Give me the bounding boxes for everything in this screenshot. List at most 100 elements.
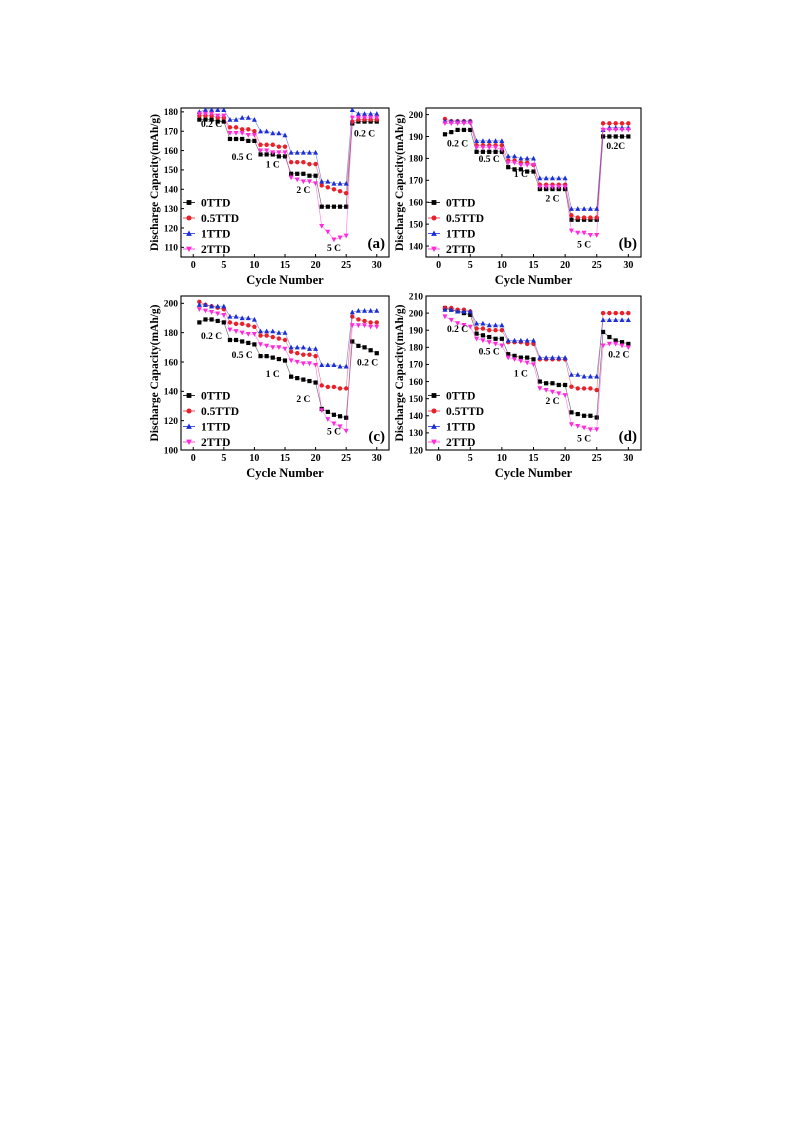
data-point <box>288 159 294 165</box>
data-point <box>349 115 355 121</box>
x-tick-label: 10 <box>249 453 259 464</box>
data-point <box>613 317 619 323</box>
data-point <box>343 233 349 239</box>
data-point <box>368 324 374 330</box>
data-point <box>568 228 574 234</box>
data-point <box>499 336 504 341</box>
data-point <box>474 320 480 326</box>
data-point <box>258 128 264 134</box>
data-point <box>587 427 593 433</box>
y-tick-label: 130 <box>409 429 424 439</box>
data-point <box>356 317 361 322</box>
data-point <box>355 111 361 116</box>
y-tick-label: 200 <box>164 300 179 310</box>
data-point <box>474 331 479 336</box>
y-tick-label: 140 <box>409 242 424 252</box>
data-point <box>474 326 479 331</box>
data-point <box>196 307 202 312</box>
rate-label: 2 C <box>545 397 559 407</box>
data-point <box>325 417 331 422</box>
data-point <box>294 177 300 183</box>
data-point <box>246 340 251 346</box>
data-point <box>531 169 536 174</box>
data-point <box>374 320 379 325</box>
legend: 0TTD 0.5TTD 1TTD 2TTD <box>183 391 239 449</box>
data-point <box>215 107 221 113</box>
y-tick-label: 180 <box>409 344 424 354</box>
data-point <box>233 131 239 136</box>
x-tick-label: 10 <box>497 260 507 271</box>
data-point <box>264 128 270 134</box>
data-point <box>493 328 498 333</box>
data-point <box>512 337 518 343</box>
data-point <box>307 173 312 178</box>
data-point <box>499 328 505 333</box>
data-point <box>355 323 361 328</box>
data-point <box>626 134 631 139</box>
data-point <box>556 175 562 181</box>
data-point <box>233 116 239 122</box>
data-point <box>307 161 312 167</box>
data-point <box>319 362 325 368</box>
data-point <box>202 107 208 113</box>
data-point <box>549 175 555 181</box>
data-point <box>337 424 343 430</box>
chart-panel-a: 0 5 10 15 20 25 30 110 120 130 140 150 160 170 180 Cycl… <box>149 100 393 290</box>
x-tick-label: 25 <box>592 260 602 271</box>
data-point <box>282 346 288 352</box>
data-point <box>613 127 619 133</box>
data-point <box>355 308 361 313</box>
data-point <box>306 346 312 351</box>
data-point <box>626 341 631 347</box>
data-point <box>276 150 282 156</box>
data-point <box>331 412 337 417</box>
data-point <box>343 428 349 434</box>
data-point <box>202 111 208 117</box>
data-point <box>239 131 245 136</box>
data-point <box>493 322 499 328</box>
data-point <box>455 321 461 327</box>
data-point <box>487 334 492 340</box>
data-point <box>295 171 300 176</box>
data-point <box>575 230 581 236</box>
data-point <box>331 180 337 186</box>
data-point <box>607 334 612 340</box>
data-point <box>374 324 380 330</box>
data-point <box>613 121 618 126</box>
data-point <box>349 107 355 113</box>
data-point <box>221 113 227 119</box>
legend-label: 0.5TTD <box>446 213 484 225</box>
y-tick-label: 120 <box>164 417 179 427</box>
rate-label: 1 C <box>266 370 280 380</box>
data-point <box>288 175 294 181</box>
data-point <box>349 309 355 315</box>
data-point <box>480 145 486 151</box>
data-point <box>276 345 282 350</box>
data-point <box>319 223 325 229</box>
data-point <box>524 341 530 347</box>
y-tick-label: 120 <box>164 224 179 234</box>
y-tick-label: 140 <box>409 412 424 422</box>
legend-marker <box>431 200 437 205</box>
chart-panel-d: 0 5 10 15 20 25 30 120 130 140 150 160 170 180 190 200 2… <box>394 288 645 483</box>
series-line <box>199 113 377 240</box>
data-point <box>581 215 587 220</box>
data-point <box>313 353 318 359</box>
data-point <box>594 215 599 220</box>
data-point <box>350 339 355 344</box>
rate-label: 2 C <box>296 395 310 405</box>
data-point <box>197 299 202 305</box>
rate-label: 0.2 C <box>201 120 222 130</box>
x-tick-label: 15 <box>280 260 290 271</box>
data-point <box>252 324 257 330</box>
series-1TTD <box>196 302 380 369</box>
data-point <box>240 136 245 142</box>
series-line <box>444 122 629 236</box>
data-point <box>227 337 233 343</box>
legend-label: 1TTD <box>201 229 230 241</box>
data-point <box>227 131 233 136</box>
data-point <box>313 149 319 155</box>
data-point <box>337 204 343 209</box>
data-point <box>575 372 581 377</box>
data-point <box>581 386 587 391</box>
